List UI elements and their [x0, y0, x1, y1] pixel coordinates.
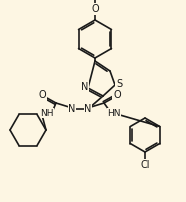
Text: N: N: [84, 104, 92, 114]
Text: HN: HN: [107, 108, 121, 118]
Text: NH: NH: [40, 108, 54, 118]
Text: N: N: [68, 104, 76, 114]
Text: Cl: Cl: [140, 160, 150, 170]
Text: O: O: [113, 90, 121, 100]
Text: O: O: [91, 4, 99, 14]
Text: N: N: [81, 82, 89, 92]
Text: O: O: [38, 90, 46, 100]
Text: S: S: [116, 79, 122, 89]
